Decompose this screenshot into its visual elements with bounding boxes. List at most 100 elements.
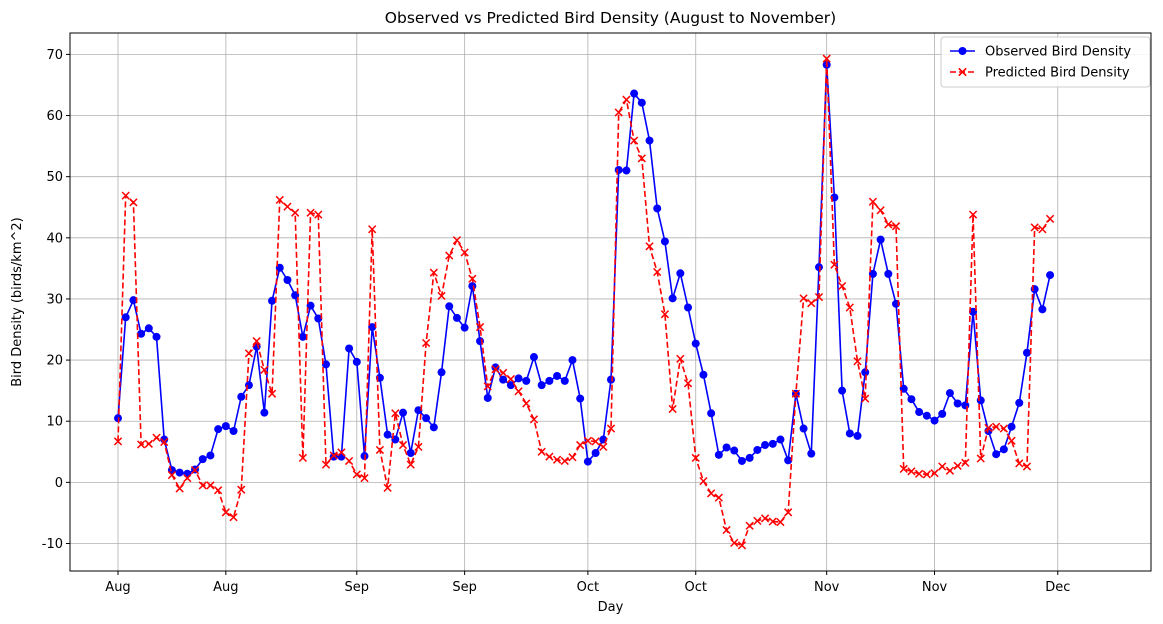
data-point [183,473,192,483]
data-point [922,470,931,479]
data-point [506,374,515,384]
data-point [421,338,431,348]
x-tick-label: Oct [577,580,599,595]
data-point [961,458,970,467]
data-point [660,310,670,319]
data-point [337,448,346,457]
data-point [360,473,369,483]
x-tick-label: Dec [1045,580,1070,595]
data-point [522,399,531,408]
data-point [799,294,808,303]
data-point [537,381,546,390]
data-point [1038,225,1047,234]
data-point [607,375,615,384]
data-point [915,408,924,417]
data-point [861,368,870,377]
data-point [514,374,523,383]
data-point [684,303,693,312]
data-point [992,422,1001,431]
data-point [576,440,585,450]
data-point [545,376,554,385]
data-point [737,456,746,465]
data-point [1030,285,1039,294]
data-point [861,394,870,403]
data-point [753,516,762,525]
x-tick-label: Oct [684,580,706,595]
data-point [252,336,261,346]
data-point [206,481,215,490]
data-point [552,455,562,464]
data-point [291,208,300,217]
data-point [760,514,770,523]
data-point [475,322,485,332]
data-point [383,483,392,492]
data-point [167,470,177,480]
data-point [599,442,608,452]
data-point [129,296,138,305]
data-point [676,354,685,363]
data-point [622,166,631,175]
data-point [630,89,639,98]
x-tick-label: Aug [213,580,238,595]
data-point [1022,348,1031,357]
data-point [799,424,808,433]
y-tick-label: 20 [46,354,63,369]
data-point [198,481,207,490]
x-axis-ticks: Aug Aug Sep Sep Oct Oct Nov Nov Dec [105,571,1070,595]
data-point [260,365,269,374]
data-point [352,357,361,366]
data-point [422,414,431,423]
data-point [961,401,970,410]
data-point [275,195,284,205]
data-point [1045,214,1055,223]
data-point [637,98,646,107]
y-tick-label: 70 [46,48,63,63]
data-point [868,197,878,206]
data-point [221,422,230,431]
data-point [175,468,184,477]
data-point [707,489,716,498]
data-point [214,425,223,434]
data-point [429,423,438,432]
data-point [345,344,354,353]
chart-title: Observed vs Predicted Bird Density (Augu… [385,9,836,27]
data-point [152,433,161,442]
data-point [992,450,1001,459]
data-point [113,437,123,446]
data-point [776,435,785,444]
y-axis-label: Bird Density (birds/km^2) [10,217,25,386]
data-point [321,460,331,469]
data-point [699,370,708,379]
data-point [629,136,639,145]
legend-entry-observed: Observed Bird Density [950,45,1131,60]
legend: Observed Bird Density Predicted Bird Den… [940,36,1151,88]
data-point [622,95,631,104]
data-point [714,493,723,502]
data-point [414,442,423,452]
data-point [830,260,839,269]
data-point [753,445,762,454]
data-point [283,275,292,284]
data-point [483,393,492,402]
data-point [884,269,893,278]
data-point [329,451,338,460]
data-point [144,439,153,448]
data-point [976,454,985,463]
data-point [845,429,854,438]
data-point [1030,223,1039,232]
data-point [745,521,754,530]
data-point [1007,422,1016,431]
data-point [606,424,616,433]
data-point [499,375,508,384]
data-point [953,399,962,408]
data-point [306,208,315,217]
data-point [1015,459,1024,468]
data-point [968,210,978,219]
data-point [876,235,885,244]
x-tick-label: Sep [345,580,370,595]
x-tick-label: Sep [452,580,477,595]
data-point [668,404,677,414]
data-point [568,356,577,365]
legend-marker-observed [958,47,967,55]
data-point [683,379,693,388]
